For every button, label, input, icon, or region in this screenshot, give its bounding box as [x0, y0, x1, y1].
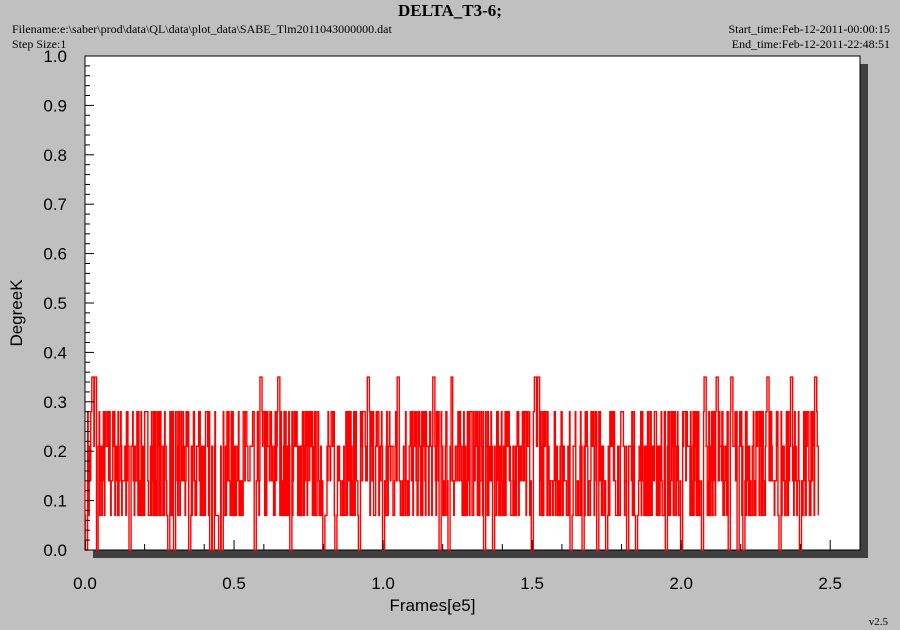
y-tick-label: 1.0 — [43, 47, 67, 66]
x-axis-title: Frames[e5] — [390, 596, 476, 615]
data-series-line — [84, 376, 819, 551]
y-tick-label: 0.3 — [43, 393, 67, 412]
y-tick-label: 0.6 — [43, 245, 67, 264]
x-tick-label: 1.5 — [520, 574, 544, 593]
x-tick-label: 0.0 — [73, 574, 97, 593]
y-tick-label: 0.0 — [43, 541, 67, 560]
y-tick-label: 0.4 — [43, 343, 67, 362]
step-size-label: Step Size:1 — [12, 37, 67, 51]
y-tick-label: 0.7 — [43, 195, 67, 214]
y-axis: 0.0 0.1 0.2 0.3 0.4 0.5 0.6 0.7 0.8 0.9 1.0 — [43, 47, 94, 560]
chart-title: DELTA_T3-6; — [398, 1, 502, 20]
x-axis: 0.0 0.5 1.0 1.5 2.0 2.5 — [73, 540, 861, 593]
y-tick-label: 0.1 — [43, 492, 67, 511]
x-tick-label: 2.0 — [669, 574, 693, 593]
filename-label: Filename:e:\saber\prod\data\QL\data\plot… — [12, 22, 392, 36]
version-label: v2.5 — [868, 616, 888, 628]
start-time-label: Start_time:Feb-12-2011-00:00:15 — [728, 22, 890, 36]
y-tick-label: 0.5 — [43, 294, 67, 313]
y-axis-title: DegreeK — [7, 279, 26, 347]
y-tick-label: 0.8 — [43, 146, 67, 165]
y-tick-label: 0.2 — [43, 442, 67, 461]
y-tick-label: 0.9 — [43, 96, 67, 115]
x-tick-label: 2.5 — [818, 574, 842, 593]
x-tick-label: 1.0 — [371, 574, 395, 593]
end-time-label: End_time:Feb-12-2011-22:48:51 — [731, 37, 890, 51]
x-tick-label: 0.5 — [222, 574, 246, 593]
